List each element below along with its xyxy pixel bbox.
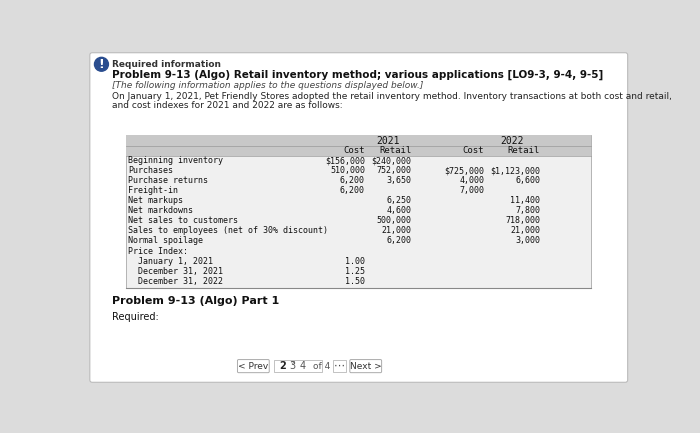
Text: Next >: Next > (350, 362, 382, 371)
Text: of 4: of 4 (313, 362, 330, 371)
Text: Freight-in: Freight-in (128, 187, 178, 195)
Text: 4,000: 4,000 (459, 176, 484, 185)
Text: 752,000: 752,000 (377, 166, 412, 175)
Text: 1.25: 1.25 (345, 267, 365, 275)
Text: $240,000: $240,000 (372, 156, 412, 165)
Text: 6,200: 6,200 (340, 176, 365, 185)
FancyBboxPatch shape (274, 360, 322, 372)
Text: 6,250: 6,250 (386, 197, 412, 205)
Text: 7,800: 7,800 (515, 207, 540, 216)
Text: Retail: Retail (508, 146, 540, 155)
Text: Net markups: Net markups (128, 197, 183, 205)
Text: 11,400: 11,400 (510, 197, 540, 205)
Text: and cost indexes for 2021 and 2022 are as follows:: and cost indexes for 2021 and 2022 are a… (112, 100, 343, 110)
Text: 3: 3 (290, 361, 296, 371)
Text: 2022: 2022 (500, 136, 524, 145)
Text: Price Index:: Price Index: (128, 246, 188, 255)
Text: 500,000: 500,000 (377, 216, 412, 226)
Text: 21,000: 21,000 (382, 226, 412, 236)
Text: 6,600: 6,600 (515, 176, 540, 185)
Text: Sales to employees (net of 30% discount): Sales to employees (net of 30% discount) (128, 226, 328, 236)
Text: 1.00: 1.00 (345, 256, 365, 265)
Text: ⋯: ⋯ (334, 361, 345, 371)
Text: 3,650: 3,650 (386, 176, 412, 185)
Text: 2: 2 (279, 361, 286, 371)
Text: Normal spoilage: Normal spoilage (128, 236, 203, 246)
Text: Required:: Required: (112, 312, 159, 322)
Text: $725,000: $725,000 (444, 166, 484, 175)
Circle shape (94, 57, 108, 71)
Text: $1,123,000: $1,123,000 (490, 166, 540, 175)
FancyBboxPatch shape (237, 359, 270, 373)
Text: !: ! (99, 58, 104, 71)
Text: 3,000: 3,000 (515, 236, 540, 246)
Text: 4: 4 (300, 361, 306, 371)
Text: 6,200: 6,200 (340, 187, 365, 195)
FancyBboxPatch shape (126, 135, 592, 146)
Text: Cost: Cost (463, 146, 484, 155)
Text: [The following information applies to the questions displayed below.]: [The following information applies to th… (112, 81, 423, 90)
Text: 510,000: 510,000 (330, 166, 365, 175)
Text: January 1, 2021: January 1, 2021 (128, 256, 213, 265)
Text: 1.50: 1.50 (345, 277, 365, 285)
Text: Net sales to customers: Net sales to customers (128, 216, 238, 226)
Text: ∞: ∞ (290, 359, 295, 364)
FancyBboxPatch shape (126, 135, 592, 288)
Text: Beginning inventory: Beginning inventory (128, 156, 223, 165)
Text: December 31, 2021: December 31, 2021 (128, 267, 223, 275)
Text: 718,000: 718,000 (505, 216, 540, 226)
Text: December 31, 2022: December 31, 2022 (128, 277, 223, 285)
Text: Problem 9-13 (Algo) Retail inventory method; various applications [LO9-3, 9-4, 9: Problem 9-13 (Algo) Retail inventory met… (112, 70, 603, 80)
Text: Problem 9-13 (Algo) Part 1: Problem 9-13 (Algo) Part 1 (112, 297, 279, 307)
Text: Net markdowns: Net markdowns (128, 207, 192, 216)
Text: 6,200: 6,200 (386, 236, 412, 246)
Text: < Prev: < Prev (238, 362, 269, 371)
Text: 21,000: 21,000 (510, 226, 540, 236)
FancyBboxPatch shape (333, 360, 346, 372)
FancyBboxPatch shape (350, 359, 382, 373)
FancyBboxPatch shape (90, 53, 628, 382)
Text: Purchases: Purchases (128, 166, 173, 175)
Text: Retail: Retail (379, 146, 412, 155)
FancyBboxPatch shape (126, 146, 592, 156)
Text: $156,000: $156,000 (325, 156, 365, 165)
Text: 7,000: 7,000 (459, 187, 484, 195)
Text: 2021: 2021 (377, 136, 400, 145)
Text: On January 1, 2021, Pet Friendly Stores adopted the retail inventory method. Inv: On January 1, 2021, Pet Friendly Stores … (112, 92, 672, 101)
Text: 4,600: 4,600 (386, 207, 412, 216)
Text: Purchase returns: Purchase returns (128, 176, 208, 185)
Text: Cost: Cost (344, 146, 365, 155)
Text: Required information: Required information (112, 60, 221, 69)
